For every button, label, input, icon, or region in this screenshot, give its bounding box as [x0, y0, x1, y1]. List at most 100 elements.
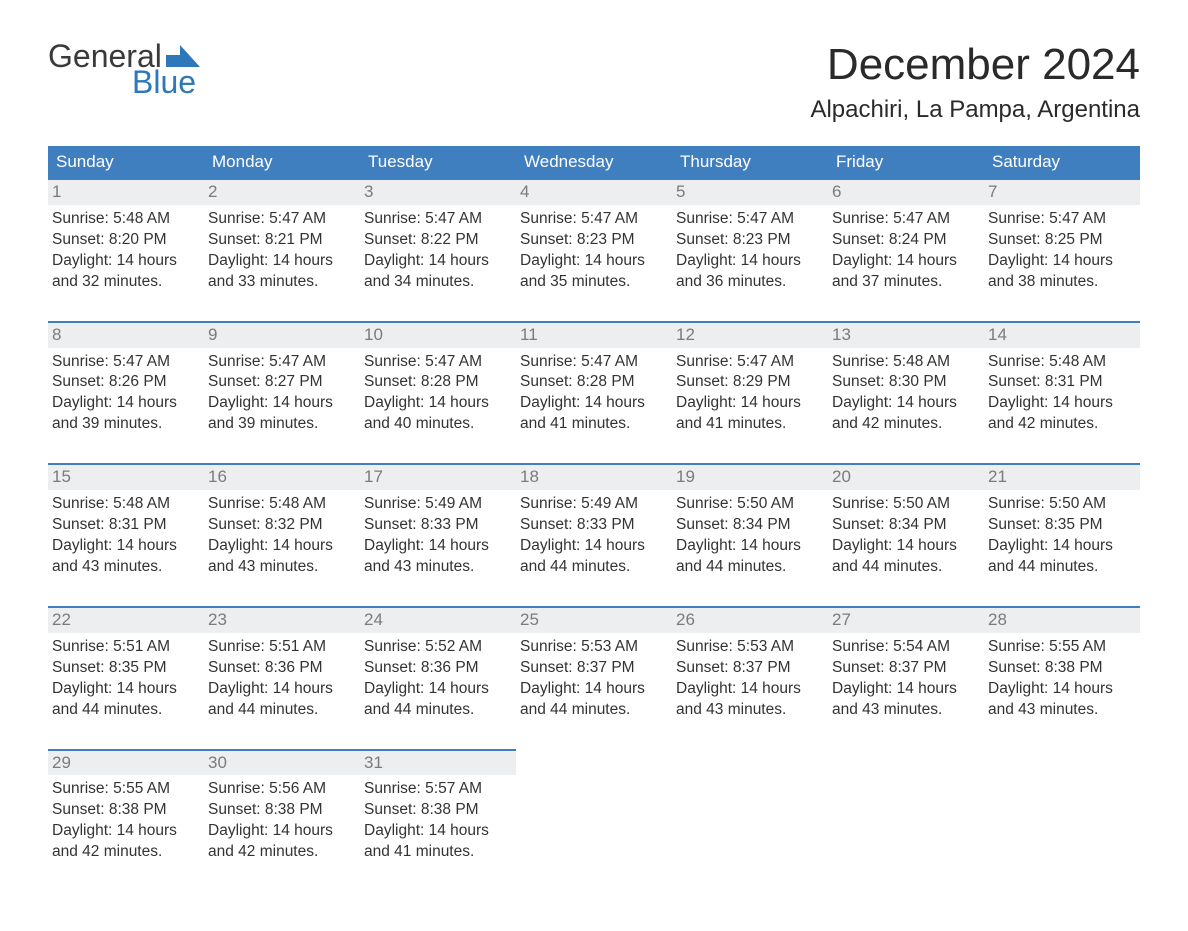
- day-sunrise: Sunrise: 5:47 AM: [364, 352, 508, 373]
- day-number: 2: [208, 182, 217, 201]
- day-dl2: and 32 minutes.: [52, 272, 196, 293]
- weekday-header: Saturday: [984, 146, 1140, 178]
- day-cell: 12Sunrise: 5:47 AMSunset: 8:29 PMDayligh…: [672, 321, 828, 464]
- day-dl1: Daylight: 14 hours: [520, 536, 664, 557]
- day-cell: [984, 749, 1140, 892]
- day-dl2: and 43 minutes.: [364, 557, 508, 578]
- day-sunset: Sunset: 8:38 PM: [988, 658, 1132, 679]
- day-number: 29: [52, 753, 71, 772]
- day-cell: 5Sunrise: 5:47 AMSunset: 8:23 PMDaylight…: [672, 178, 828, 321]
- day-dl2: and 44 minutes.: [520, 700, 664, 721]
- day-dl1: Daylight: 14 hours: [364, 821, 508, 842]
- day-dl1: Daylight: 14 hours: [832, 536, 976, 557]
- day-cell: 31Sunrise: 5:57 AMSunset: 8:38 PMDayligh…: [360, 749, 516, 892]
- day-sunrise: Sunrise: 5:48 AM: [832, 352, 976, 373]
- day-dl1: Daylight: 14 hours: [364, 251, 508, 272]
- day-dl2: and 42 minutes.: [208, 842, 352, 863]
- day-cell: 9Sunrise: 5:47 AMSunset: 8:27 PMDaylight…: [204, 321, 360, 464]
- day-sunset: Sunset: 8:37 PM: [520, 658, 664, 679]
- day-dl1: Daylight: 14 hours: [364, 536, 508, 557]
- day-dl2: and 38 minutes.: [988, 272, 1132, 293]
- day-dl1: Daylight: 14 hours: [520, 393, 664, 414]
- weekday-header: Tuesday: [360, 146, 516, 178]
- day-dl2: and 34 minutes.: [364, 272, 508, 293]
- weekday-header: Wednesday: [516, 146, 672, 178]
- day-dl2: and 44 minutes.: [520, 557, 664, 578]
- day-sunset: Sunset: 8:28 PM: [520, 372, 664, 393]
- day-number: 8: [52, 325, 61, 344]
- day-number: 18: [520, 467, 539, 486]
- day-dl1: Daylight: 14 hours: [988, 251, 1132, 272]
- day-cell: 23Sunrise: 5:51 AMSunset: 8:36 PMDayligh…: [204, 606, 360, 749]
- day-sunset: Sunset: 8:25 PM: [988, 230, 1132, 251]
- week-row: 8Sunrise: 5:47 AMSunset: 8:26 PMDaylight…: [48, 321, 1140, 464]
- day-sunset: Sunset: 8:23 PM: [520, 230, 664, 251]
- day-dl1: Daylight: 14 hours: [832, 679, 976, 700]
- day-number: 28: [988, 610, 1007, 629]
- day-sunset: Sunset: 8:33 PM: [364, 515, 508, 536]
- day-dl2: and 41 minutes.: [364, 842, 508, 863]
- day-dl1: Daylight: 14 hours: [676, 536, 820, 557]
- day-sunrise: Sunrise: 5:47 AM: [520, 352, 664, 373]
- weekday-header: Friday: [828, 146, 984, 178]
- day-dl1: Daylight: 14 hours: [832, 393, 976, 414]
- day-dl1: Daylight: 14 hours: [208, 251, 352, 272]
- day-sunset: Sunset: 8:21 PM: [208, 230, 352, 251]
- day-cell: 11Sunrise: 5:47 AMSunset: 8:28 PMDayligh…: [516, 321, 672, 464]
- day-dl2: and 39 minutes.: [208, 414, 352, 435]
- day-dl1: Daylight: 14 hours: [208, 393, 352, 414]
- day-number: 9: [208, 325, 217, 344]
- day-sunset: Sunset: 8:28 PM: [364, 372, 508, 393]
- day-sunrise: Sunrise: 5:54 AM: [832, 637, 976, 658]
- day-dl1: Daylight: 14 hours: [52, 251, 196, 272]
- day-sunset: Sunset: 8:36 PM: [364, 658, 508, 679]
- day-sunset: Sunset: 8:34 PM: [832, 515, 976, 536]
- day-sunset: Sunset: 8:33 PM: [520, 515, 664, 536]
- day-number: 13: [832, 325, 851, 344]
- calendar: Sunday Monday Tuesday Wednesday Thursday…: [48, 146, 1140, 891]
- day-number: 31: [364, 753, 383, 772]
- day-sunset: Sunset: 8:27 PM: [208, 372, 352, 393]
- day-sunset: Sunset: 8:24 PM: [832, 230, 976, 251]
- day-number: 27: [832, 610, 851, 629]
- day-dl1: Daylight: 14 hours: [208, 821, 352, 842]
- day-sunrise: Sunrise: 5:47 AM: [520, 209, 664, 230]
- day-cell: 3Sunrise: 5:47 AMSunset: 8:22 PMDaylight…: [360, 178, 516, 321]
- day-sunset: Sunset: 8:37 PM: [676, 658, 820, 679]
- day-sunset: Sunset: 8:35 PM: [52, 658, 196, 679]
- day-sunrise: Sunrise: 5:53 AM: [676, 637, 820, 658]
- day-cell: 19Sunrise: 5:50 AMSunset: 8:34 PMDayligh…: [672, 463, 828, 606]
- day-sunrise: Sunrise: 5:47 AM: [364, 209, 508, 230]
- day-sunset: Sunset: 8:38 PM: [52, 800, 196, 821]
- day-cell: 14Sunrise: 5:48 AMSunset: 8:31 PMDayligh…: [984, 321, 1140, 464]
- day-dl2: and 42 minutes.: [832, 414, 976, 435]
- day-dl1: Daylight: 14 hours: [208, 536, 352, 557]
- day-number: 16: [208, 467, 227, 486]
- day-sunrise: Sunrise: 5:49 AM: [364, 494, 508, 515]
- page-title: December 2024: [810, 40, 1140, 90]
- day-dl1: Daylight: 14 hours: [988, 679, 1132, 700]
- day-sunrise: Sunrise: 5:47 AM: [52, 352, 196, 373]
- weekday-header: Sunday: [48, 146, 204, 178]
- day-sunset: Sunset: 8:22 PM: [364, 230, 508, 251]
- day-sunset: Sunset: 8:37 PM: [832, 658, 976, 679]
- day-sunrise: Sunrise: 5:48 AM: [52, 209, 196, 230]
- day-dl2: and 43 minutes.: [676, 700, 820, 721]
- weekday-header: Thursday: [672, 146, 828, 178]
- day-dl1: Daylight: 14 hours: [520, 679, 664, 700]
- day-dl1: Daylight: 14 hours: [676, 251, 820, 272]
- day-number: 5: [676, 182, 685, 201]
- day-dl1: Daylight: 14 hours: [52, 679, 196, 700]
- week-row: 1Sunrise: 5:48 AMSunset: 8:20 PMDaylight…: [48, 178, 1140, 321]
- day-number: 23: [208, 610, 227, 629]
- day-dl2: and 41 minutes.: [520, 414, 664, 435]
- day-dl2: and 40 minutes.: [364, 414, 508, 435]
- day-cell: 16Sunrise: 5:48 AMSunset: 8:32 PMDayligh…: [204, 463, 360, 606]
- day-dl2: and 44 minutes.: [676, 557, 820, 578]
- day-sunset: Sunset: 8:29 PM: [676, 372, 820, 393]
- day-dl1: Daylight: 14 hours: [52, 536, 196, 557]
- day-sunrise: Sunrise: 5:53 AM: [520, 637, 664, 658]
- day-cell: 29Sunrise: 5:55 AMSunset: 8:38 PMDayligh…: [48, 749, 204, 892]
- day-dl1: Daylight: 14 hours: [364, 393, 508, 414]
- day-sunset: Sunset: 8:38 PM: [364, 800, 508, 821]
